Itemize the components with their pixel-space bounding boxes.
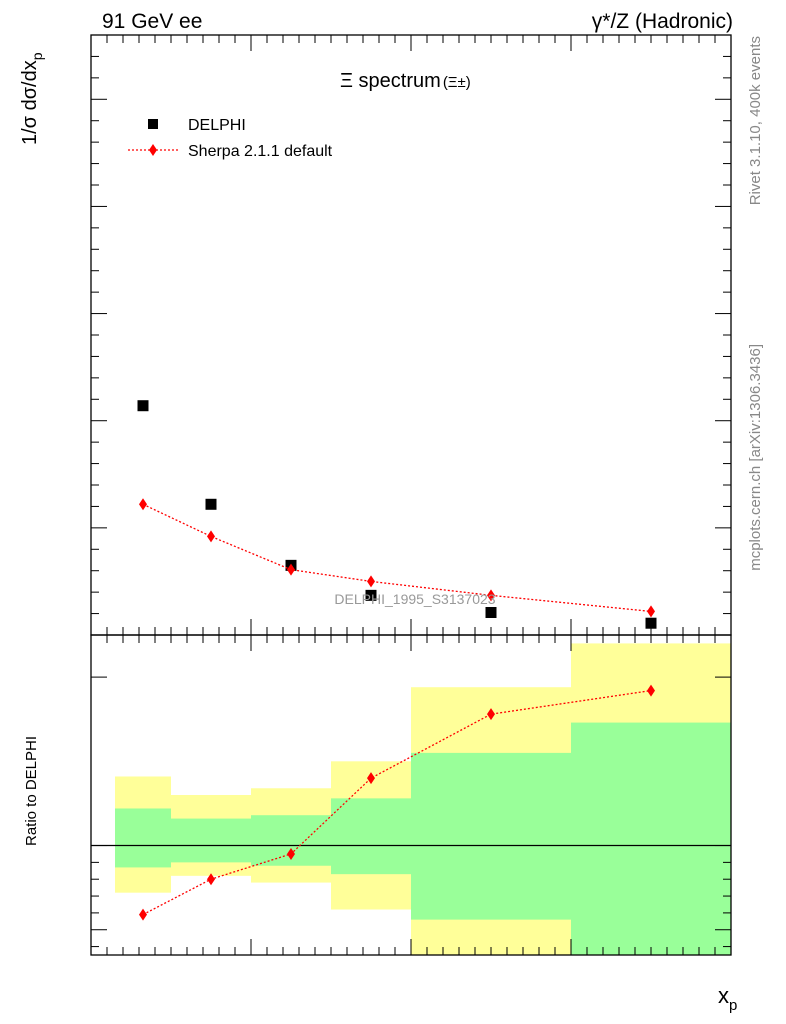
header-right: γ*/Z (Hadronic): [592, 10, 733, 33]
rivet-label: Rivet 3.1.10, 400k events: [747, 36, 764, 205]
ratio-band-green: [411, 752, 571, 922]
legend-marker-delphi: [148, 119, 158, 129]
ratio-sherpa-line: [142, 689, 652, 916]
ratio-band-green: [115, 808, 171, 868]
delphi-point: [205, 498, 217, 510]
ratio-sherpa-point: [647, 684, 655, 697]
delphi-point: [365, 589, 377, 601]
ratio-band-green: [171, 818, 251, 863]
ratio-sherpa-point: [139, 908, 147, 921]
x-axis-label: xp: [718, 983, 737, 1014]
legend-label-sherpa: Sherpa 2.1.1 default: [188, 143, 333, 160]
chart-title: Ξ spectrum (Ξ±): [340, 70, 471, 92]
watermark: DELPHI_1995_S3137023: [334, 591, 495, 607]
ratio-sherpa-point: [367, 772, 375, 785]
header-left: 91 GeV ee: [102, 10, 202, 33]
sherpa-point: [367, 575, 375, 588]
main-plot-frame: [90, 34, 732, 636]
delphi-point: [485, 607, 497, 618]
mcplots-label: mcplots.cern.ch [arXiv:1306.3436]: [747, 344, 764, 571]
ratio-band-green: [331, 798, 411, 875]
sherpa-point: [139, 498, 147, 511]
main-y-axis-label-sub: p: [29, 52, 45, 60]
ratio-sherpa-point: [287, 847, 295, 860]
legend-marker-sherpa: [149, 144, 157, 156]
delphi-point: [645, 617, 657, 629]
ratio-sherpa-point: [207, 873, 215, 886]
sherpa-point: [207, 530, 215, 543]
sherpa-point: [287, 563, 295, 576]
ratio-band-green: [571, 722, 731, 955]
x-axis-label-sub: p: [729, 997, 737, 1014]
sherpa-point: [647, 605, 655, 618]
legend-label-delphi: DELPHI: [188, 117, 246, 134]
ratio-y-axis-label: Ratio to DELPHI: [23, 736, 40, 846]
chart-title-sub: (Ξ±): [443, 74, 471, 91]
ratio-sherpa-point: [487, 708, 495, 721]
main-y-axis-label: 1/σ dσ/dxp: [19, 52, 45, 145]
sherpa-point: [487, 589, 495, 602]
delphi-point: [137, 400, 149, 412]
